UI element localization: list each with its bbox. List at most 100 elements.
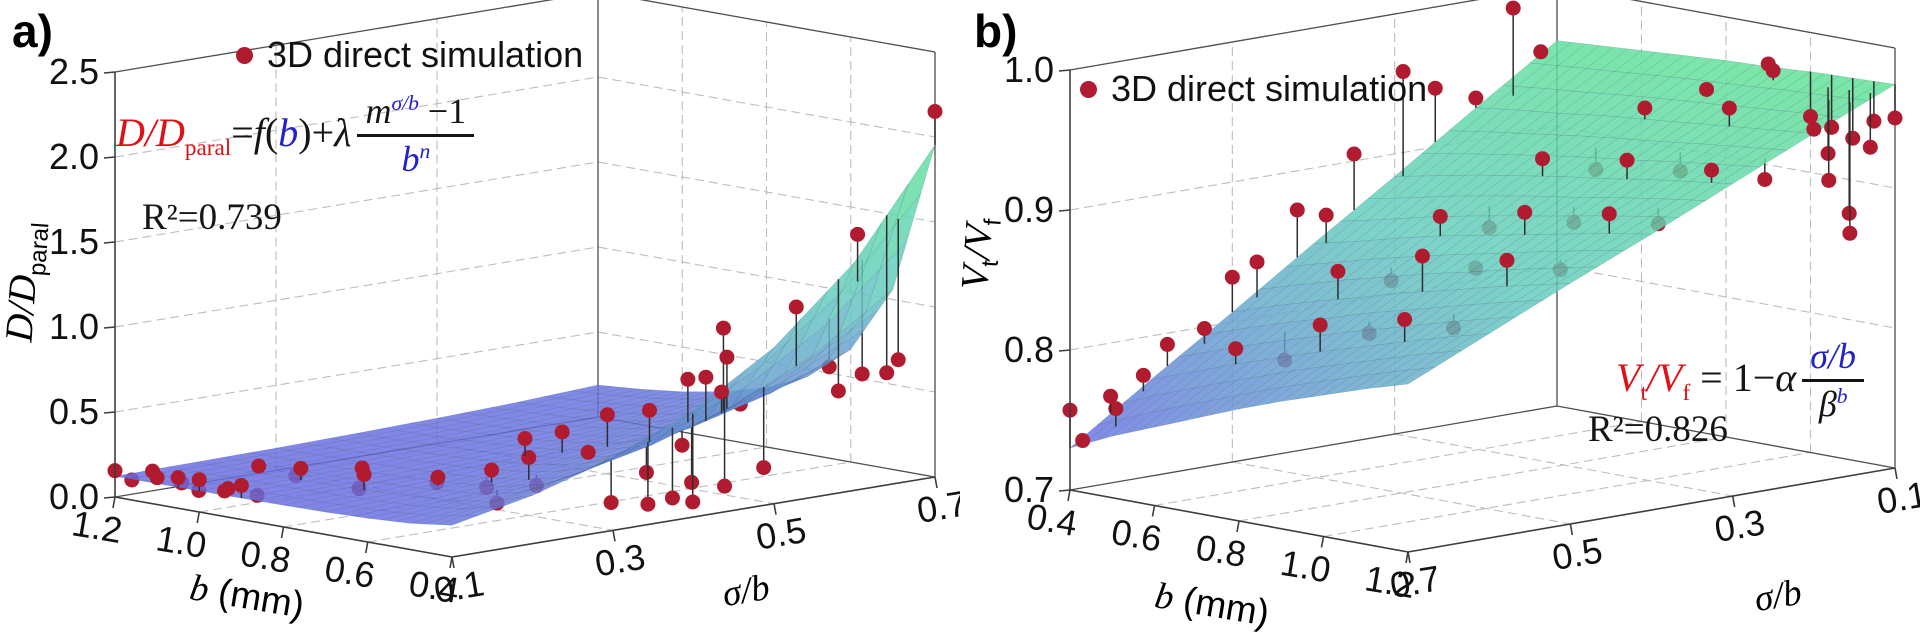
surface-quad	[1393, 366, 1436, 386]
tick-label: 0.3	[592, 536, 648, 585]
tick-label: 0.5	[1549, 529, 1605, 578]
data-point	[293, 460, 309, 476]
data-point	[1468, 90, 1484, 106]
data-point	[1866, 113, 1882, 129]
data-point	[788, 299, 804, 315]
data-point	[217, 483, 233, 499]
data-point	[1517, 204, 1533, 220]
data-point	[1397, 312, 1413, 327]
data-point	[517, 431, 533, 447]
tick-label: 0.5	[753, 509, 809, 558]
legend-label: 3D direct simulation	[267, 34, 584, 75]
data-point	[1108, 401, 1124, 417]
sigma-axis-line	[451, 476, 936, 558]
z-axis-label-a: D/Dparal	[0, 221, 55, 344]
grid-line	[1394, 433, 1733, 497]
data-point	[719, 349, 735, 365]
equation-b: Vt/Vf = 1−α σ/b βb	[1616, 337, 1865, 424]
data-point	[1601, 206, 1617, 222]
surface-quad	[518, 482, 560, 498]
tick-label: 0.6	[322, 547, 378, 596]
tick-label: 1.0	[49, 306, 99, 347]
tick-mark	[1731, 495, 1736, 508]
grid-line	[114, 246, 936, 328]
tick-label: 0.3	[1712, 501, 1768, 550]
legend-label: 3D direct simulation	[1111, 68, 1428, 109]
tick-mark	[612, 530, 616, 542]
equation-b-fraction: σ/b βb	[1802, 337, 1865, 424]
tick-mark	[1058, 489, 1071, 492]
tick-label: 0.7	[914, 482, 960, 531]
grid-line	[1232, 461, 1571, 525]
legend-b: 3D direct simulation	[1080, 68, 1427, 110]
legend-a: 3D direct simulation	[236, 34, 583, 76]
tick-mark	[103, 241, 116, 244]
surface-quad	[572, 458, 614, 476]
data-point	[684, 474, 700, 490]
tick-mark	[112, 496, 116, 509]
box-edge	[1629, 0, 1896, 49]
box-edge	[114, 0, 554, 73]
grid-line	[114, 331, 936, 413]
tick-label: 0.7	[1387, 557, 1443, 606]
data-point	[1699, 81, 1715, 97]
panel-b: 0.4 0.6 0.8 1.0 1.2 0.7 0.5 0.3 0.1 0.7 0.8 0.9 1.0 …	[953, 0, 1920, 642]
data-point	[1821, 172, 1837, 188]
data-point	[554, 424, 570, 440]
box-edge	[1069, 0, 1480, 71]
data-point	[714, 384, 730, 400]
surface-quad	[437, 515, 479, 526]
data-point	[1842, 225, 1858, 241]
data-point	[680, 371, 696, 387]
data-point	[356, 467, 372, 483]
surface-quad	[625, 426, 667, 451]
data-point	[1196, 321, 1212, 337]
data-point	[640, 496, 656, 512]
data-point	[599, 407, 615, 423]
data-point	[1103, 388, 1119, 404]
data-point	[1862, 139, 1878, 155]
data-point	[1637, 100, 1653, 116]
data-point	[642, 402, 657, 418]
tick-mark	[1067, 489, 1071, 502]
sigma-axis-label-b: σ/b	[1751, 571, 1805, 621]
data-point	[149, 470, 165, 486]
surface-quad	[652, 410, 694, 437]
data-point	[233, 478, 249, 493]
tick-label: 0.7	[1004, 469, 1054, 510]
data-point	[756, 460, 772, 476]
data-point	[191, 472, 207, 488]
data-point	[638, 464, 654, 480]
data-point	[1312, 317, 1328, 333]
points-front	[1062, 0, 1903, 449]
tick-label: 0.1	[1874, 473, 1920, 522]
points-front	[107, 104, 943, 512]
z-axis-label-b: Vt/Vf	[953, 217, 1007, 292]
tick-mark	[1058, 69, 1071, 72]
sigma-axis-line	[1407, 467, 1896, 553]
tick-label: 1.2	[69, 502, 125, 551]
tick-mark	[1236, 520, 1240, 533]
data-point	[170, 470, 186, 486]
surface-quad	[464, 505, 506, 516]
tick-mark	[103, 496, 116, 499]
tick-mark	[103, 326, 116, 329]
data-point	[1330, 263, 1346, 279]
data-point	[1224, 269, 1240, 285]
tick-mark	[1320, 536, 1325, 548]
tick-mark	[1058, 349, 1071, 352]
data-point	[1414, 248, 1430, 264]
data-point	[1427, 80, 1443, 96]
r-squared-a: R²=0.739	[142, 197, 282, 238]
data-point	[1704, 162, 1720, 178]
tick-label: 0.1	[431, 562, 487, 611]
tick-mark	[1151, 505, 1156, 517]
equation-a: D/Dparal=f(b)+λ mσ/b −1 bn	[116, 92, 475, 179]
data-point	[715, 320, 731, 336]
axes: 1.2 1.0 0.8 0.6 0.40.1 0.3 0.5 0.7 0.0 0.5 1.0 1.5 2…	[49, 51, 960, 611]
data-point	[1533, 44, 1549, 60]
data-point	[1721, 100, 1737, 116]
data-point	[1760, 56, 1776, 72]
data-point	[1505, 0, 1521, 16]
